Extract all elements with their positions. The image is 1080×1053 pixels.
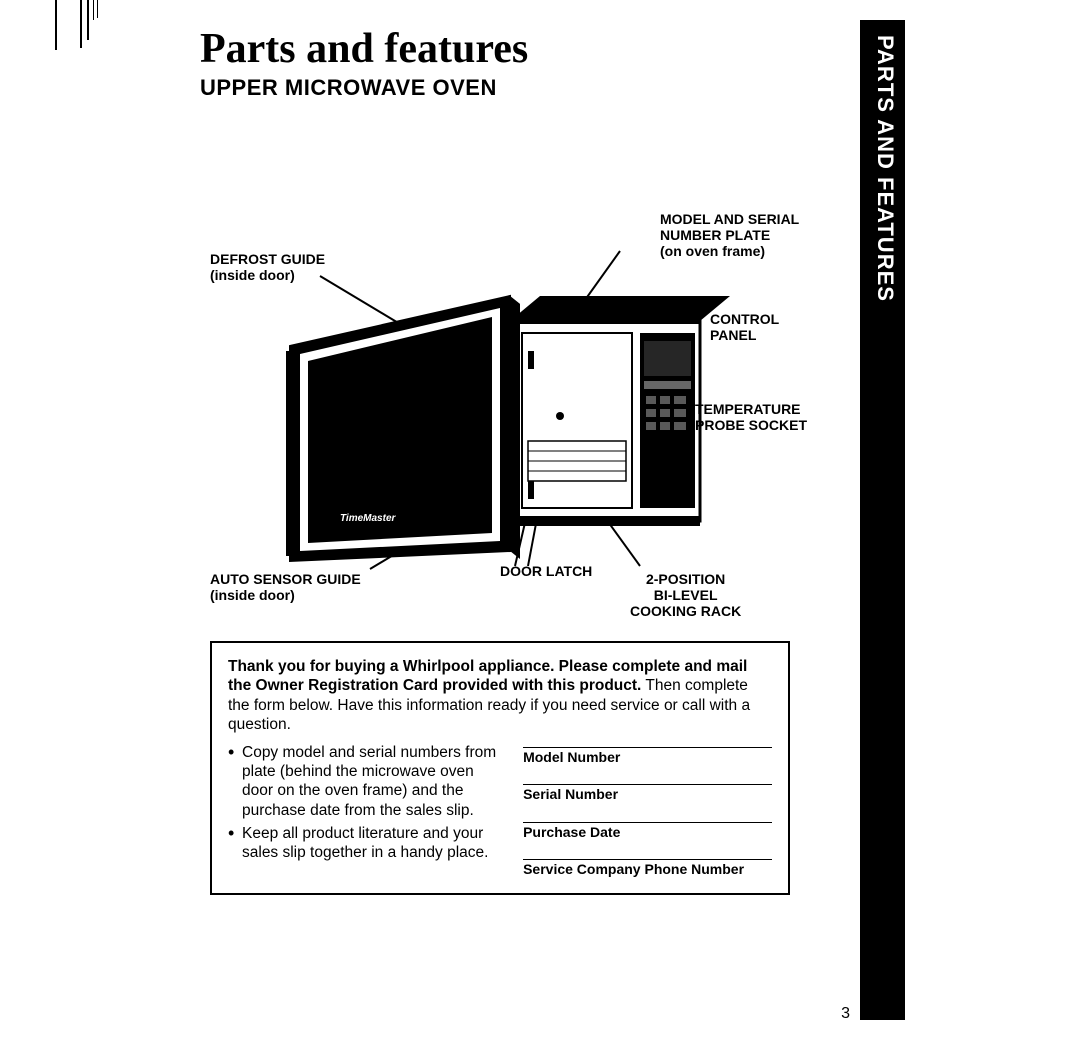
bullet-item: Keep all product literature and your sal… bbox=[228, 824, 503, 863]
page-content: Parts and features UPPER MICROWAVE OVEN bbox=[200, 25, 900, 895]
label-control-panel: CONTROL PANEL bbox=[710, 311, 779, 343]
field-serial-number[interactable]: Serial Number bbox=[523, 784, 772, 804]
label-temp-probe: TEMPERATURE PROBE SOCKET bbox=[695, 401, 807, 433]
field-service-phone[interactable]: Service Company Phone Number bbox=[523, 859, 772, 879]
svg-text:TimeMaster: TimeMaster bbox=[340, 513, 397, 524]
page-title: Parts and features bbox=[200, 25, 900, 73]
label-model-serial: MODEL AND SERIAL NUMBER PLATE (on oven f… bbox=[660, 211, 799, 259]
bullet-item: Copy model and serial numbers from plate… bbox=[228, 743, 503, 821]
oven-illustration: TimeMaster bbox=[200, 121, 820, 581]
page-number: 3 bbox=[841, 1005, 850, 1023]
label-cooking-rack: 2-POSITION BI-LEVEL COOKING RACK bbox=[630, 571, 741, 619]
label-door-latch: DOOR LATCH bbox=[500, 563, 592, 579]
registration-fields: Model Number Serial Number Purchase Date… bbox=[523, 743, 772, 879]
page-subtitle: UPPER MICROWAVE OVEN bbox=[200, 75, 900, 101]
oven-diagram: TimeMaster DEFROST GUIDE (inside door) M… bbox=[200, 121, 820, 581]
registration-intro: Thank you for buying a Whirlpool applian… bbox=[228, 657, 772, 735]
registration-instructions: Copy model and serial numbers from plate… bbox=[228, 743, 503, 879]
field-model-number[interactable]: Model Number bbox=[523, 747, 772, 767]
registration-box: Thank you for buying a Whirlpool applian… bbox=[210, 641, 790, 895]
field-purchase-date[interactable]: Purchase Date bbox=[523, 822, 772, 842]
label-defrost-guide: DEFROST GUIDE (inside door) bbox=[210, 251, 325, 283]
label-auto-sensor: AUTO SENSOR GUIDE (inside door) bbox=[210, 571, 361, 603]
binding-marks bbox=[55, 0, 105, 55]
